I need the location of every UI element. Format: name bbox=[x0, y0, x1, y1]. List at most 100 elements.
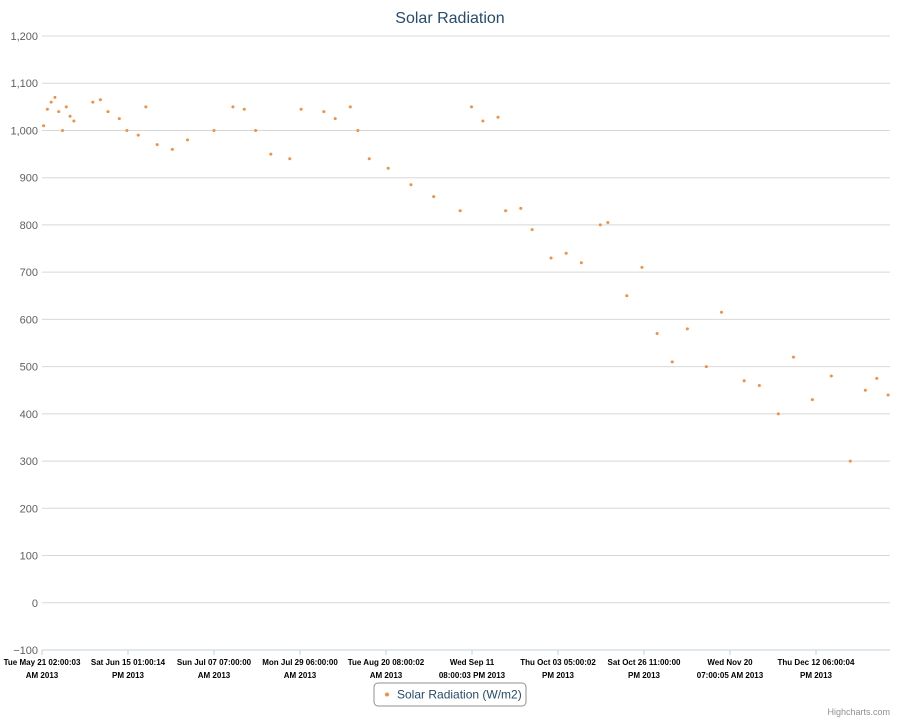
data-point[interactable] bbox=[356, 128, 360, 132]
grid-lines bbox=[42, 35, 890, 651]
data-point[interactable] bbox=[185, 138, 189, 142]
data-point[interactable] bbox=[579, 261, 583, 265]
data-point[interactable] bbox=[212, 128, 216, 132]
data-point[interactable] bbox=[530, 228, 534, 232]
data-point[interactable] bbox=[810, 398, 814, 402]
x-tick-label: 08:00:03 PM 2013 bbox=[439, 671, 506, 680]
y-tick-label: 200 bbox=[20, 503, 38, 515]
data-point[interactable] bbox=[606, 221, 610, 225]
y-tick-label: 1,000 bbox=[10, 125, 38, 137]
data-point[interactable] bbox=[504, 209, 508, 213]
y-axis-ticks: −100 0 100 200 300 400 500 600 700 800 900 1,000 1,1… bbox=[10, 31, 38, 657]
data-point[interactable] bbox=[470, 105, 474, 109]
legend-label[interactable]: Solar Radiation (W/m2) bbox=[397, 688, 522, 702]
data-point[interactable] bbox=[322, 110, 326, 114]
data-point[interactable] bbox=[117, 117, 121, 121]
y-tick-label: 1,100 bbox=[10, 78, 38, 90]
data-point[interactable] bbox=[848, 459, 852, 463]
x-tick-label: AM 2013 bbox=[198, 671, 231, 680]
x-tick-label: Sat Jun 15 01:00:14 bbox=[91, 658, 166, 667]
x-tick-label: Wed Nov 20 bbox=[707, 658, 753, 667]
dot-icon bbox=[385, 692, 389, 697]
data-point[interactable] bbox=[640, 265, 644, 269]
data-point[interactable] bbox=[458, 209, 462, 213]
data-point[interactable] bbox=[670, 360, 674, 364]
data-point[interactable] bbox=[254, 128, 258, 132]
y-tick-label: −100 bbox=[13, 645, 38, 657]
data-point[interactable] bbox=[519, 206, 523, 210]
y-tick-label: 600 bbox=[20, 314, 38, 326]
data-point[interactable] bbox=[367, 157, 371, 161]
data-point[interactable] bbox=[91, 100, 95, 104]
y-tick-label: 0 bbox=[32, 598, 38, 610]
data-point[interactable] bbox=[231, 105, 235, 109]
y-tick-label: 500 bbox=[20, 362, 38, 374]
data-point[interactable] bbox=[53, 95, 57, 99]
data-point[interactable] bbox=[333, 117, 337, 121]
chart-title: Solar Radiation bbox=[395, 10, 504, 27]
y-tick-label: 1,200 bbox=[10, 31, 38, 43]
data-point[interactable] bbox=[791, 355, 795, 359]
data-point[interactable] bbox=[757, 384, 761, 388]
data-point[interactable] bbox=[496, 115, 500, 119]
data-point[interactable] bbox=[155, 143, 159, 147]
data-points bbox=[42, 95, 890, 463]
x-tick-label: Tue May 21 02:00:03 bbox=[4, 658, 81, 667]
data-point[interactable] bbox=[829, 374, 833, 378]
data-point[interactable] bbox=[742, 379, 746, 383]
y-tick-label: 300 bbox=[20, 456, 38, 468]
y-tick-label: 400 bbox=[20, 409, 38, 421]
data-point[interactable] bbox=[886, 393, 890, 397]
data-point[interactable] bbox=[685, 327, 689, 331]
data-point[interactable] bbox=[42, 124, 46, 128]
data-point[interactable] bbox=[409, 183, 413, 187]
data-point[interactable] bbox=[386, 166, 390, 170]
x-tick-label: Sat Oct 26 11:00:00 bbox=[608, 658, 681, 667]
data-point[interactable] bbox=[564, 251, 568, 255]
data-point[interactable] bbox=[242, 107, 246, 111]
data-point[interactable] bbox=[481, 119, 485, 123]
data-point[interactable] bbox=[299, 107, 303, 111]
data-point[interactable] bbox=[704, 365, 708, 369]
data-point[interactable] bbox=[625, 294, 629, 298]
data-point[interactable] bbox=[719, 310, 723, 314]
x-tick-label: Thu Dec 12 06:00:04 bbox=[778, 658, 855, 667]
data-point[interactable] bbox=[170, 147, 174, 151]
data-point[interactable] bbox=[57, 110, 61, 114]
data-point[interactable] bbox=[68, 114, 72, 118]
data-point[interactable] bbox=[61, 128, 65, 132]
data-point[interactable] bbox=[432, 195, 436, 199]
data-point[interactable] bbox=[348, 105, 352, 109]
legend-box bbox=[373, 682, 527, 707]
data-point[interactable] bbox=[655, 332, 659, 336]
data-point[interactable] bbox=[136, 133, 140, 137]
x-tick-label: AM 2013 bbox=[26, 671, 59, 680]
data-point[interactable] bbox=[106, 110, 110, 114]
y-tick-label: 100 bbox=[20, 551, 38, 563]
data-point[interactable] bbox=[45, 107, 49, 111]
data-point[interactable] bbox=[125, 128, 129, 132]
credits[interactable]: Highcharts.com bbox=[827, 707, 890, 717]
data-point[interactable] bbox=[288, 157, 292, 161]
data-point[interactable] bbox=[144, 105, 148, 109]
data-point[interactable] bbox=[64, 105, 68, 109]
data-point[interactable] bbox=[776, 412, 780, 416]
x-tick-label: PM 2013 bbox=[542, 671, 575, 680]
data-point[interactable] bbox=[863, 388, 867, 392]
x-tick-label: Thu Oct 03 05:00:02 bbox=[520, 658, 596, 667]
data-point[interactable] bbox=[72, 119, 76, 123]
legend[interactable]: Solar Radiation (W/m2) bbox=[373, 682, 527, 707]
data-point[interactable] bbox=[98, 98, 102, 102]
data-point[interactable] bbox=[549, 256, 553, 260]
data-point[interactable] bbox=[598, 223, 602, 227]
y-tick-label: 700 bbox=[20, 267, 38, 279]
x-tick-label: Tue Aug 20 08:00:02 bbox=[348, 658, 425, 667]
x-tick-label: Mon Jul 29 06:00:00 bbox=[262, 658, 338, 667]
data-point[interactable] bbox=[269, 152, 273, 156]
data-point[interactable] bbox=[49, 100, 53, 104]
data-point[interactable] bbox=[875, 376, 879, 380]
x-tick-label: Wed Sep 11 bbox=[450, 658, 495, 667]
x-tick-label: AM 2013 bbox=[284, 671, 317, 680]
